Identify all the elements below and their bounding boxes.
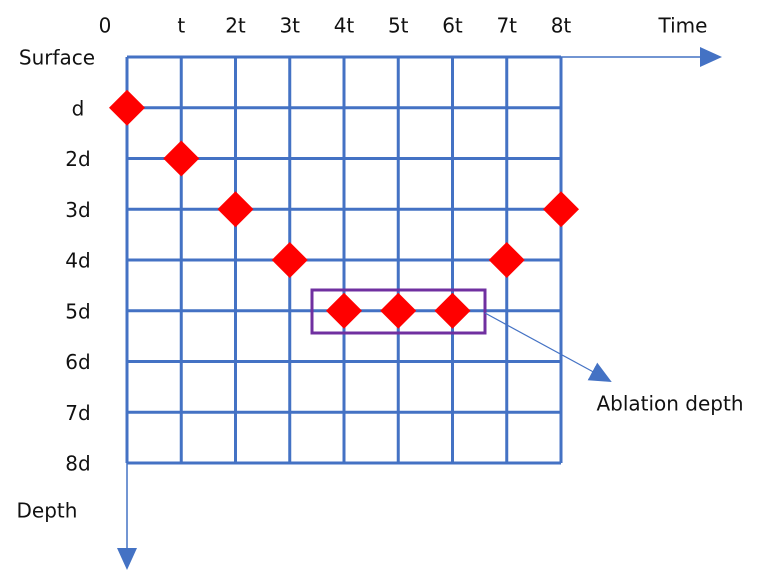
diamond [217,191,254,228]
annotation: Ablation depth [596,392,743,416]
time-label: t [177,14,185,38]
time-label: 3t [279,14,300,38]
depth-label: 5d [65,299,90,323]
depth-label: 2d [65,147,90,171]
depth-label: d [72,96,85,120]
diamond [380,292,417,329]
diamond [163,140,200,177]
depth-label: 4d [65,249,90,273]
ablation-box [310,288,487,335]
depth-label: 8d [65,452,90,476]
time-axis-label: Time [658,14,708,38]
diamond [488,242,525,278]
time-label: 2t [225,14,246,38]
diamond [109,89,145,126]
depth-label: 7d [65,401,90,425]
depth-label: 6d [65,350,90,374]
diamond [434,292,471,329]
time-label: 8t [551,14,572,38]
marks [109,89,579,329]
depth-label: 3d [65,198,90,222]
diamond [543,191,579,228]
time-label: 6t [442,14,463,38]
diamond [271,242,308,278]
time-label: 4t [334,14,355,38]
time-label: 0 [99,14,112,38]
time-label: 5t [388,14,409,38]
annotation-arrow [484,312,612,382]
time-label: 7t [496,14,517,38]
depth-axis-label: Depth [17,499,78,523]
surface-label: Surface [19,46,95,70]
diamond [326,292,362,329]
